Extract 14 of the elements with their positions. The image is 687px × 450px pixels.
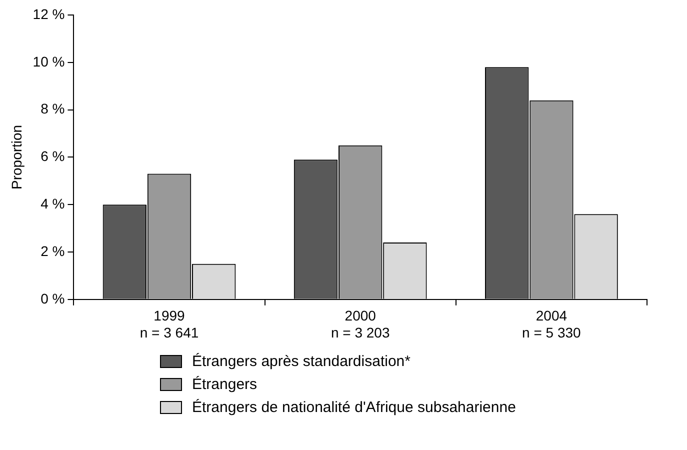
y-tick-label: 0 % [40,290,65,306]
y-tick-label: 12 % [32,6,65,22]
legend-label: Étrangers de nationalité d'Afrique subsaharienne [192,399,516,416]
x-tick-label: 1999 n = 3 641 [140,308,199,340]
legend-label: Étrangers [192,376,258,393]
x-tick-label: 2000 n = 3 203 [330,308,390,340]
y-tick-label: 2 % [40,242,65,259]
y-tick-label: 10 % [32,53,65,70]
y-tick-label: 8 % [40,100,65,117]
y-axis-title: Proportion [8,124,24,190]
y-tick-label: 4 % [40,195,65,212]
legend-label: Étrangers après standardisation* [192,353,410,370]
y-tick-label: 6 % [40,148,65,164]
x-tick-label: 2004 n = 5 330 [522,308,582,340]
